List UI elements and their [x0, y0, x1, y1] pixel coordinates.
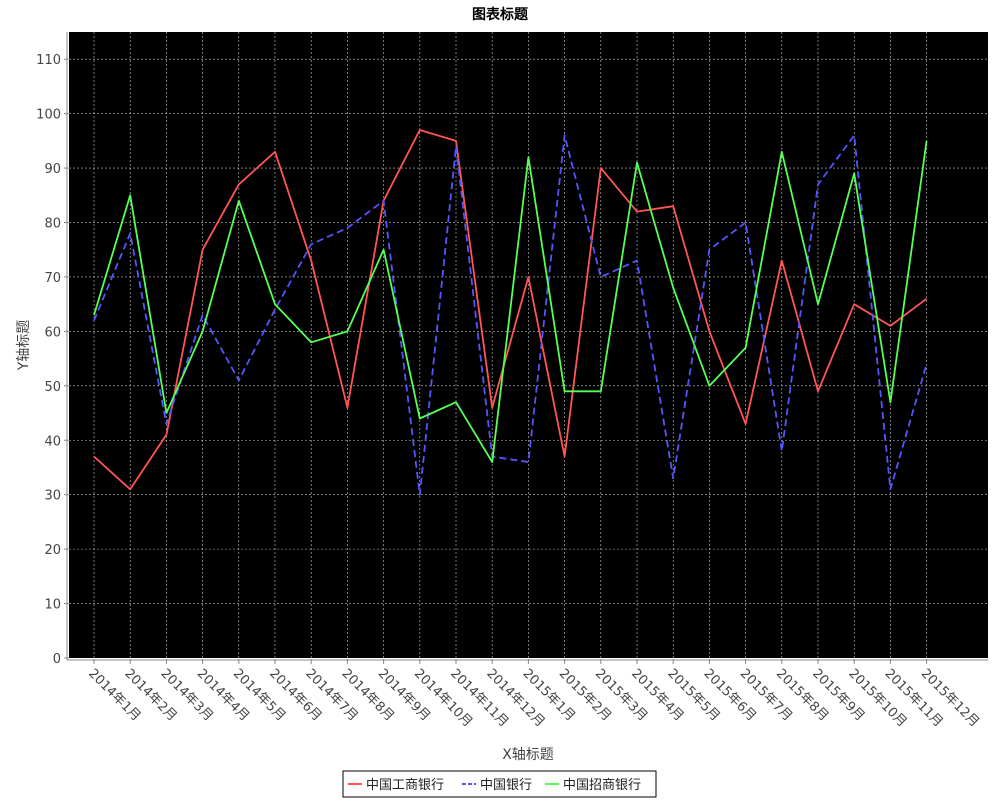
legend-box	[342, 770, 657, 798]
y-tick-label: 10	[44, 598, 61, 613]
y-tick-label: 30	[44, 489, 61, 504]
y-tick-label: 100	[36, 108, 61, 123]
y-tick-label: 40	[44, 434, 61, 449]
y-tick-label: 0	[53, 652, 61, 667]
y-tick-label: 110	[36, 53, 61, 68]
y-tick-label: 80	[44, 217, 61, 232]
legend-label: 中国招商银行	[563, 778, 641, 793]
legend-label: 中国银行	[480, 778, 532, 793]
y-tick-label: 70	[44, 271, 61, 286]
x-axis-label: X轴标题	[502, 747, 554, 763]
series-line-2	[93, 134, 928, 496]
series-line-1	[93, 129, 928, 491]
y-tick-label: 50	[44, 380, 61, 395]
y-tick-label: 90	[44, 162, 61, 177]
y-tick-label: 60	[44, 325, 61, 340]
legend: 中国工商银行 中国银行 中国招商银行	[342, 770, 657, 798]
y-axis-label: Y轴标题	[16, 320, 32, 372]
series-line-3	[93, 140, 928, 463]
grid-lines	[69, 32, 988, 658]
series-lines	[93, 129, 928, 496]
y-tick-label: 20	[44, 543, 61, 558]
legend-label: 中国工商银行	[366, 778, 444, 793]
chart-title: 图表标题	[472, 6, 529, 23]
